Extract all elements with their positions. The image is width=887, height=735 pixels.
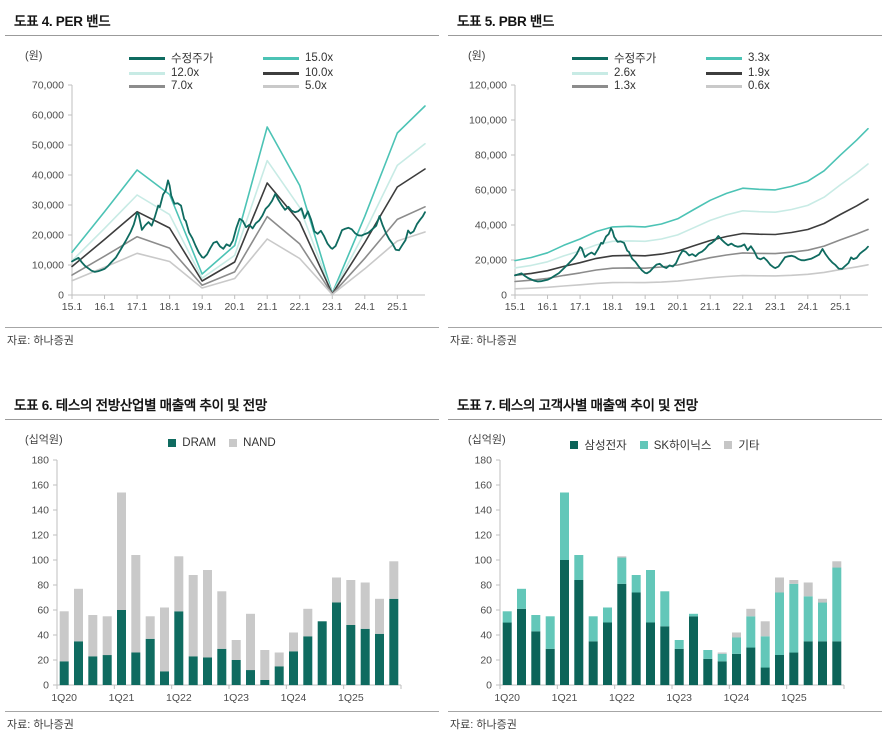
svg-text:20.1: 20.1 [667,301,688,313]
svg-text:21.1: 21.1 [257,301,278,313]
axis-unit-label: (원) [25,50,43,62]
svg-text:17.1: 17.1 [570,301,591,313]
svg-text:60: 60 [480,605,492,617]
svg-text:100: 100 [31,555,49,567]
svg-text:160: 160 [474,480,492,492]
svg-text:18.1: 18.1 [159,301,180,313]
svg-text:1Q21: 1Q21 [552,692,578,704]
svg-text:160: 160 [31,480,49,492]
svg-text:60,000: 60,000 [475,185,507,197]
svg-text:1Q22: 1Q22 [609,692,635,704]
svg-text:30,000: 30,000 [32,200,64,212]
svg-text:180: 180 [474,455,492,467]
svg-text:60: 60 [37,605,49,617]
svg-text:0: 0 [501,290,507,302]
svg-text:100,000: 100,000 [469,115,507,127]
chart-title: 도표 6. 테스의 전방산업별 매출액 추이 및 전망 [14,398,267,413]
svg-text:120,000: 120,000 [469,80,507,92]
axis-unit-label: (십억원) [468,434,506,446]
svg-text:1Q23: 1Q23 [666,692,692,704]
svg-text:1Q24: 1Q24 [724,692,750,704]
svg-text:16.1: 16.1 [537,301,558,313]
svg-text:40,000: 40,000 [32,170,64,182]
svg-text:10,000: 10,000 [32,260,64,272]
svg-text:23.1: 23.1 [322,301,343,313]
panel-per-band: 도표 4. PER 밴드 (원) 0 10,000 20,000 30,000 40,0… [5,6,439,356]
per-band-chart: 0 10,000 20,000 30,000 40,000 50,000 60,000 70,… [32,80,426,313]
svg-text:1Q25: 1Q25 [338,692,364,704]
pbr-band-chart: 0 20,000 40,000 60,000 80,000 100,000 120,000 1… [469,80,869,313]
svg-text:15.1: 15.1 [505,301,526,313]
industry-sales-chart: 0 20 40 60 80 100 120 140 160 180 1Q20 1Q21 1Q22 1Q23… [31,455,402,704]
source-divider [448,711,882,712]
svg-text:17.1: 17.1 [127,301,148,313]
title-divider [448,419,882,420]
source-label: 자료: 하나증권 [450,719,517,731]
svg-text:24.1: 24.1 [355,301,376,313]
svg-text:60,000: 60,000 [32,110,64,122]
svg-text:16.1: 16.1 [94,301,115,313]
svg-text:70,000: 70,000 [32,80,64,92]
svg-text:25.1: 25.1 [387,301,408,313]
chart-title: 도표 7. 테스의 고객사별 매출액 추이 및 전망 [457,398,698,413]
axis-unit-label: (십억원) [25,434,63,446]
svg-text:1Q21: 1Q21 [109,692,135,704]
svg-text:20.1: 20.1 [224,301,245,313]
svg-text:18.1: 18.1 [602,301,623,313]
title-divider [448,35,882,36]
svg-text:24.1: 24.1 [798,301,819,313]
svg-text:0: 0 [58,290,64,302]
source-label: 자료: 하나증권 [7,335,74,347]
svg-text:19.1: 19.1 [192,301,213,313]
svg-text:20,000: 20,000 [32,230,64,242]
svg-text:80: 80 [480,580,492,592]
svg-text:20: 20 [37,655,49,667]
svg-text:22.1: 22.1 [733,301,754,313]
title-divider [5,35,439,36]
svg-text:180: 180 [31,455,49,467]
svg-text:1Q24: 1Q24 [281,692,307,704]
svg-text:80: 80 [37,580,49,592]
title-divider [5,419,439,420]
svg-text:140: 140 [474,505,492,517]
svg-text:21.1: 21.1 [700,301,721,313]
chart-title: 도표 5. PBR 밴드 [457,14,555,29]
chart-title: 도표 4. PER 밴드 [14,14,111,29]
svg-text:1Q20: 1Q20 [494,692,520,704]
svg-text:40,000: 40,000 [475,220,507,232]
svg-text:120: 120 [474,530,492,542]
svg-text:0: 0 [486,680,492,692]
axis-unit-label: (원) [468,50,486,62]
svg-text:19.1: 19.1 [635,301,656,313]
svg-text:1Q23: 1Q23 [223,692,249,704]
panel-customer-sales: 도표 7. 테스의 고객사별 매출액 추이 및 전망 (십억원) 0 20 40 60… [448,390,882,732]
panel-pbr-band: 도표 5. PBR 밴드 (원) 0 20,000 40,000 60,000 80,0… [448,6,882,356]
source-divider [448,327,882,328]
svg-text:120: 120 [31,530,49,542]
svg-text:40: 40 [37,630,49,642]
svg-text:50,000: 50,000 [32,140,64,152]
svg-text:25.1: 25.1 [830,301,851,313]
svg-text:15.1: 15.1 [62,301,83,313]
svg-text:1Q20: 1Q20 [51,692,77,704]
source-divider [5,711,439,712]
svg-text:1Q25: 1Q25 [781,692,807,704]
svg-text:0: 0 [43,680,49,692]
source-label: 자료: 하나증권 [7,719,74,731]
svg-text:40: 40 [480,630,492,642]
panel-industry-sales: 도표 6. 테스의 전방산업별 매출액 추이 및 전망 (십억원) 0 20 40 6… [5,390,439,732]
svg-text:100: 100 [474,555,492,567]
svg-text:1Q22: 1Q22 [166,692,192,704]
source-label: 자료: 하나증권 [450,335,517,347]
svg-text:140: 140 [31,505,49,517]
svg-text:23.1: 23.1 [765,301,786,313]
svg-text:22.1: 22.1 [290,301,311,313]
svg-text:20: 20 [480,655,492,667]
svg-text:80,000: 80,000 [475,150,507,162]
svg-text:20,000: 20,000 [475,255,507,267]
source-divider [5,327,439,328]
customer-sales-chart: 0 20 40 60 80 100 120 140 160 180 1Q20 1Q21 1Q22 1Q23… [474,455,845,704]
